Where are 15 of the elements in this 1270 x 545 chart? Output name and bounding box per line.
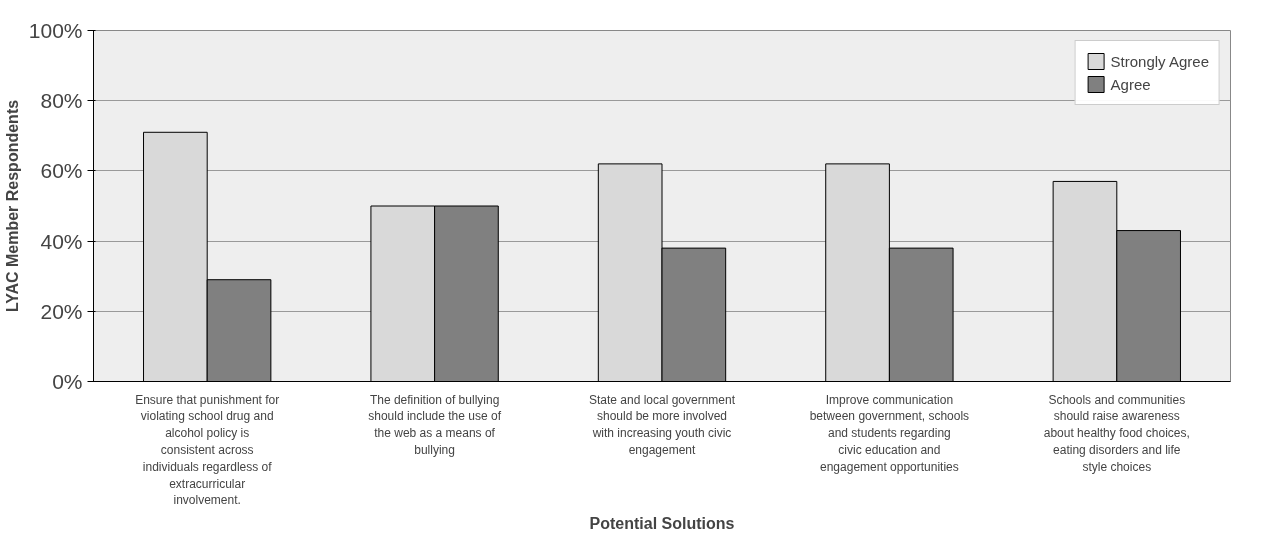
y-tick-label: 0% (52, 370, 83, 393)
y-tick-label: 100% (28, 19, 83, 42)
x-tick-label: Schools and communities should raise awareness about healthy food choices, eating disorders and life style choices (1043, 392, 1190, 474)
x-axis-title: Potential Solutions (589, 515, 735, 533)
y-tick-label: 20% (40, 299, 83, 323)
x-tick-label: Ensure that punishment for violating school drug and alcohol policy is consistent across individuals regardless of extracurricular involvement. (135, 392, 280, 508)
y-tick-label: 40% (40, 229, 83, 253)
x-tick-label: The definition of bullying should include the use of the web as a means of bullying (368, 392, 502, 457)
legend-label: Agree (1110, 75, 1151, 93)
y-axis-title: LYAC Member Respondents (3, 99, 21, 313)
legend-label: Strongly Agree (1110, 52, 1209, 70)
y-tick-label: 80% (40, 89, 83, 113)
y-tick-label: 60% (40, 159, 83, 183)
x-tick-label: Improve communication between government, schools and students regarding civic education and engagement opportunities (809, 392, 970, 474)
x-tick-label: State and local government should be more involved with increasing youth civic engagement (588, 392, 736, 457)
